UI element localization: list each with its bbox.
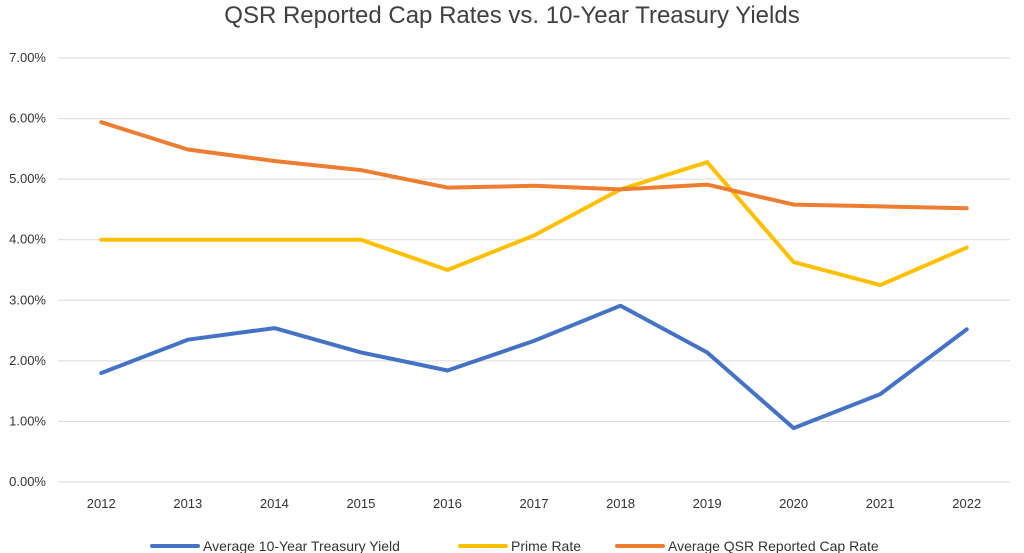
x-tick-label: 2022 <box>952 496 981 511</box>
y-tick-label: 0.00% <box>9 474 46 489</box>
series-lines <box>99 120 969 431</box>
y-tick-label: 5.00% <box>9 171 46 186</box>
legend-entry: Average QSR Reported Cap Rate <box>615 538 879 553</box>
x-tick-label: 2018 <box>606 496 635 511</box>
legend-label: Average QSR Reported Cap Rate <box>668 538 879 553</box>
x-tick-label: 2021 <box>866 496 895 511</box>
y-tick-label: 3.00% <box>9 292 46 307</box>
legend-label: Average 10-Year Treasury Yield <box>203 538 400 553</box>
y-tick-label: 1.00% <box>9 413 46 428</box>
y-tick-label: 7.00% <box>9 50 46 65</box>
series-line-1 <box>99 160 969 288</box>
x-tick-label: 2015 <box>346 496 375 511</box>
series-line-0 <box>99 303 969 431</box>
x-axis-ticks: 2012 2013 2014 2015 2016 2017 2018 2019 2020 2021… <box>87 496 981 511</box>
x-tick-label: 2020 <box>779 496 808 511</box>
x-tick-label: 2012 <box>87 496 116 511</box>
y-tick-label: 6.00% <box>9 111 46 126</box>
x-tick-label: 2013 <box>173 496 202 511</box>
chart-title: QSR Reported Cap Rates vs. 10-Year Treas… <box>224 2 799 29</box>
x-tick-label: 2019 <box>693 496 722 511</box>
x-tick-label: 2014 <box>260 496 289 511</box>
x-tick-label: 2017 <box>520 496 549 511</box>
y-axis-ticks: 0.00% 1.00% 2.00% 3.00% 4.00% 5.00% 6.00% 7.00% <box>9 50 46 489</box>
series-line-2 <box>99 120 969 211</box>
y-tick-label: 2.00% <box>9 353 46 368</box>
legend-entry: Prime Rate <box>458 538 581 553</box>
gridlines <box>58 57 1010 483</box>
y-tick-label: 4.00% <box>9 232 46 247</box>
legend: Average 10-Year Treasury Yield Prime Rate… <box>150 538 879 553</box>
legend-label: Prime Rate <box>511 538 581 553</box>
legend-entry: Average 10-Year Treasury Yield <box>150 538 400 553</box>
x-tick-label: 2016 <box>433 496 462 511</box>
